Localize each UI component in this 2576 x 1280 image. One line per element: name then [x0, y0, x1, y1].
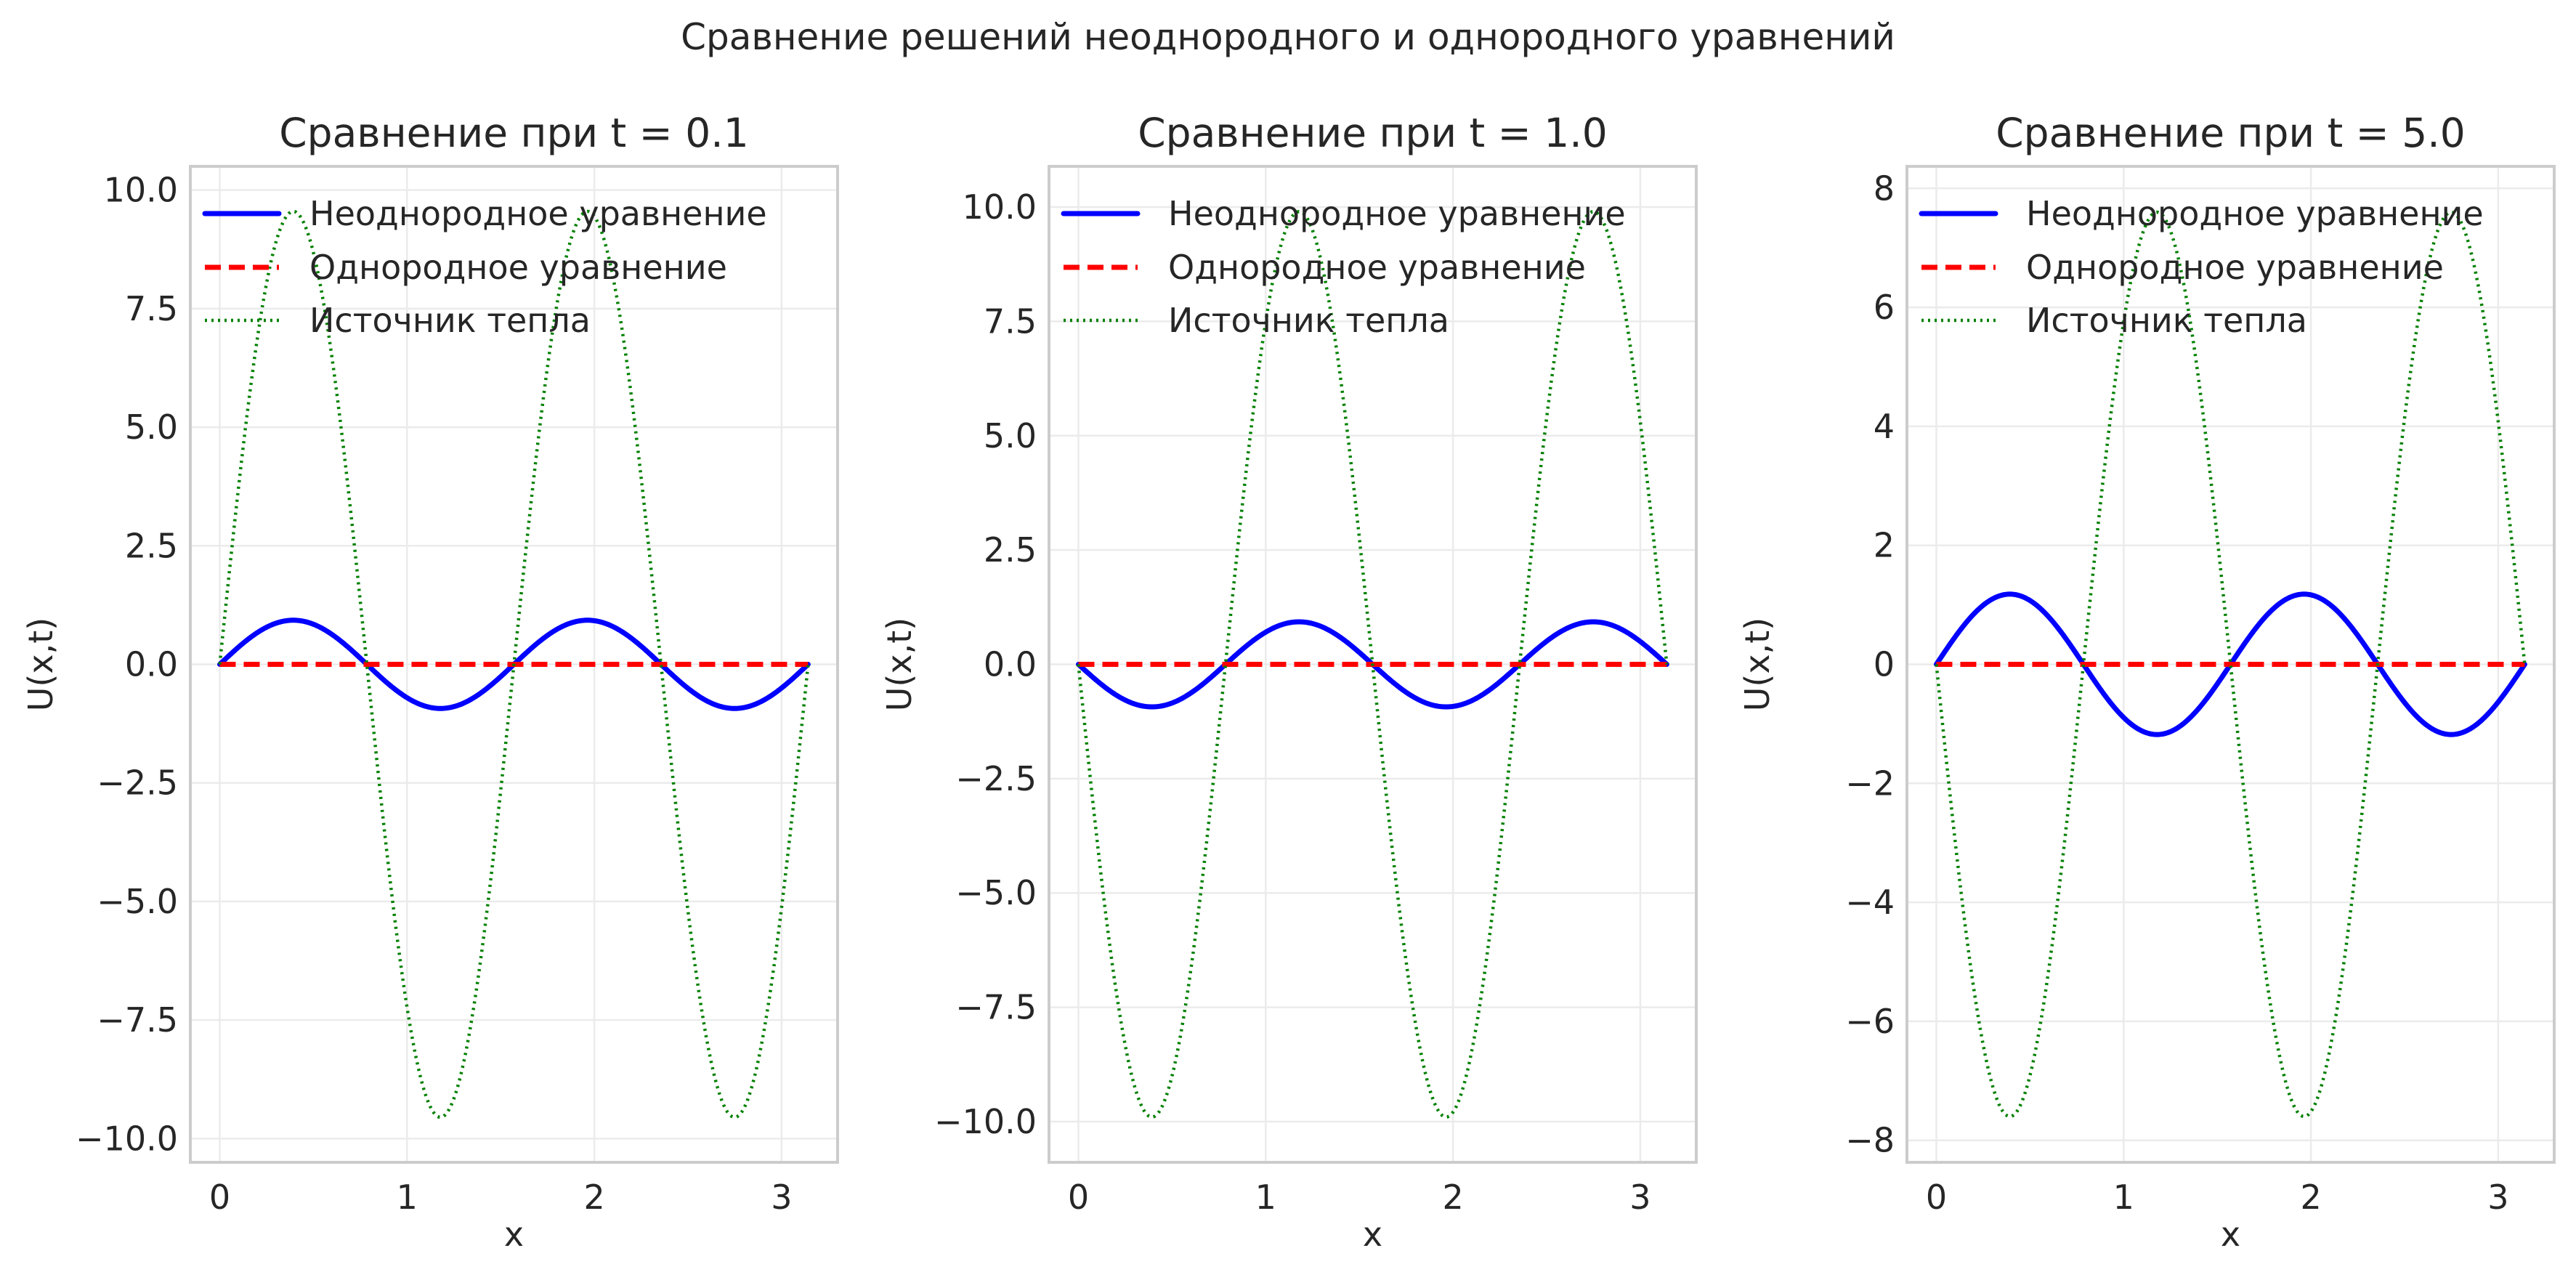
y-axis-label: U(x,t) [1738, 617, 1777, 711]
y-tick-label: −4 [1845, 883, 1895, 922]
legend: Неоднородное уравнение Однородное уравнен… [1919, 194, 2484, 340]
y-tick-label: 7.5 [984, 301, 1037, 341]
legend: Неоднородное уравнение Однородное уравнен… [1061, 194, 1626, 340]
legend-item: Источник тепла [205, 301, 591, 340]
y-tick-label: 10.0 [104, 171, 178, 210]
x-tick-label: 0 [1926, 1178, 1947, 1217]
y-tick-label: −10.0 [934, 1102, 1037, 1141]
axes-frame [1905, 165, 2556, 1164]
series-line-dotted [1935, 210, 2527, 1119]
subplots: 0 1 2 3−10.0−7.5−5.0−2.50.02.55.07.510.0Сра… [21, 110, 2556, 1254]
subplot-title: Сравнение при t = 5.0 [1996, 110, 2465, 156]
x-tick-label: 3 [1629, 1178, 1650, 1217]
y-tick-label: −8 [1845, 1121, 1895, 1160]
axes-frame [1048, 165, 1698, 1164]
y-tick-label: 2.5 [125, 526, 178, 565]
y-tick-label: 8 [1874, 169, 1895, 208]
y-tick-label: −6 [1845, 1002, 1895, 1041]
legend-label: Неоднородное уравнение [1168, 194, 1626, 233]
y-tick-label: −2 [1845, 763, 1895, 803]
y-tick-label: −5.0 [97, 882, 178, 921]
y-axis-label: U(x,t) [21, 617, 60, 711]
legend-item: Однородное уравнение [205, 248, 727, 287]
legend-item: Неоднородное уравнение [1061, 194, 1626, 233]
y-tick-label: 0.0 [984, 645, 1037, 684]
subplot-3: 0 1 2 3 −8 −6 −4 −2 0 2 4 6 8 Сравнение при t = 5.0 x U… [1738, 110, 2556, 1254]
legend-item: Неоднородное уравнение [1919, 194, 2484, 233]
legend-item: Источник тепла [1064, 301, 1449, 340]
y-tick-label: −5.0 [955, 873, 1037, 912]
y-axis-label: U(x,t) [880, 617, 919, 711]
y-tick-label: 5.0 [984, 416, 1037, 455]
x-tick-label: 1 [397, 1178, 418, 1217]
legend-label: Источник тепла [2026, 301, 2307, 340]
y-tick-label: 10.0 [963, 187, 1037, 227]
y-tick-label: 4 [1874, 407, 1895, 446]
x-tick-label: 0 [1068, 1178, 1089, 1217]
x-axis-label: x [2221, 1215, 2240, 1254]
legend-label: Источник тепла [309, 301, 591, 340]
legend-label: Однородное уравнение [1168, 248, 1586, 287]
y-tick-label: −2.5 [955, 759, 1037, 798]
legend-label: Неоднородное уравнение [309, 194, 767, 233]
y-tick-label: 5.0 [125, 408, 178, 447]
legend-item: Источник тепла [1921, 301, 2307, 340]
x-tick-label: 2 [2300, 1178, 2321, 1217]
x-tick-label: 2 [1442, 1178, 1463, 1217]
legend-label: Неоднородное уравнение [2026, 194, 2484, 233]
subplot-1: 0 1 2 3 −10.0 −7.5 −5.0 −2.5 0.0 2.5 5.0 7.5 10.0 Сра… [21, 110, 839, 1254]
legend-label: Однородное уравнение [309, 248, 727, 287]
legend-item: Однородное уравнение [1921, 248, 2444, 287]
y-tick-label: 2.5 [984, 530, 1037, 570]
grid [190, 166, 838, 1162]
y-tick-label: 0 [1874, 645, 1895, 684]
x-tick-label: 1 [2113, 1178, 2134, 1217]
series-line-dotted [1077, 210, 1669, 1119]
y-tick-label: −7.5 [955, 988, 1037, 1027]
legend-item: Неоднородное уравнение [202, 194, 767, 233]
y-tick-label: 2 [1874, 526, 1895, 565]
legend-label: Однородное уравнение [2026, 248, 2444, 287]
legend-item: Однородное уравнение [1064, 248, 1586, 287]
x-axis-label: x [504, 1215, 524, 1254]
plot-area [216, 209, 811, 1119]
x-tick-label: 2 [583, 1178, 604, 1217]
y-tick-label: −2.5 [97, 763, 178, 803]
subplot-title: Сравнение при t = 1.0 [1138, 110, 1607, 156]
figure-suptitle: Сравнение решений неоднородного и одноро… [681, 16, 1895, 58]
y-tick-label: −7.5 [97, 1000, 178, 1040]
y-tick-label: 6 [1874, 288, 1895, 327]
subplot-title: Сравнение при t = 0.1 [279, 110, 748, 156]
subplot-2: 0 1 2 3 −10.0 −7.5 −5.0 −2.5 0.0 2.5 5.0 7.5 10.0 Сра… [880, 110, 1698, 1254]
x-axis-label: x [1363, 1215, 1382, 1254]
x-tick-label: 0 [209, 1178, 230, 1217]
legend-label: Источник тепла [1168, 301, 1449, 340]
legend: Неоднородное уравнение Однородное уравнен… [202, 194, 767, 340]
plot-area [1933, 210, 2527, 1119]
plot-area [1075, 210, 1669, 1119]
y-tick-label: 7.5 [125, 289, 178, 328]
y-tick-label: −10.0 [76, 1119, 178, 1158]
y-tick-label: 0.0 [125, 645, 178, 684]
x-tick-label: 3 [2487, 1178, 2508, 1217]
x-tick-label: 3 [771, 1178, 792, 1217]
axes-frame [189, 165, 839, 1164]
series-line-dotted [218, 209, 810, 1119]
x-tick-label: 1 [1255, 1178, 1276, 1217]
